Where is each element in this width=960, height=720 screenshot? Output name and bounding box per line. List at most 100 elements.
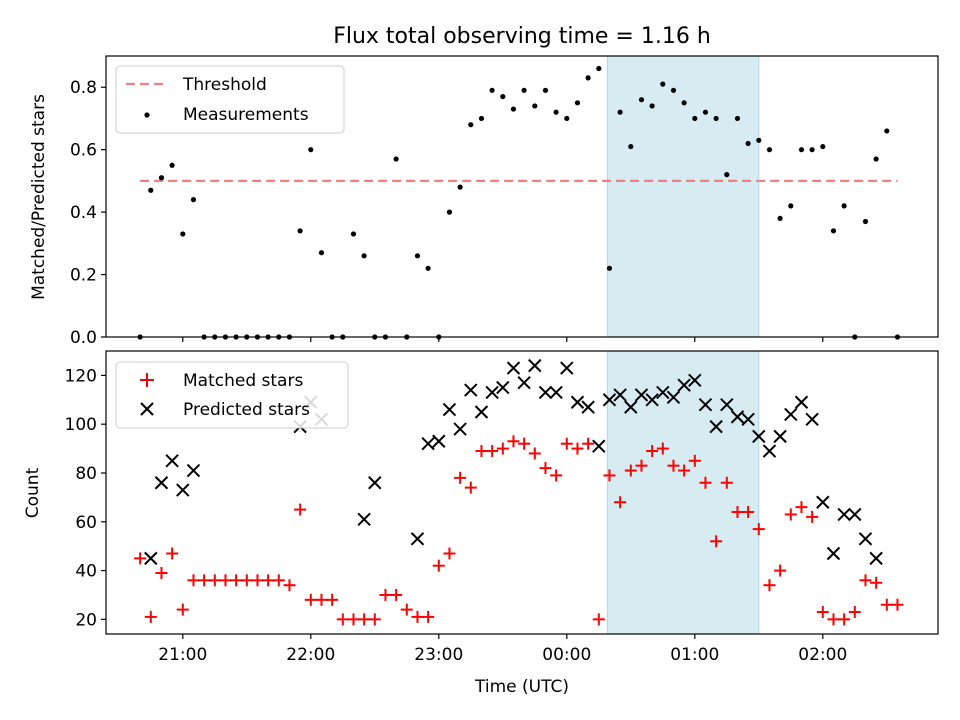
matched-star-point <box>539 462 552 475</box>
measurement-point <box>297 228 303 234</box>
measurement-point <box>820 143 826 150</box>
matched-star-point <box>422 610 435 623</box>
bottom-ytick-label: 40 <box>75 562 97 582</box>
measurement-point <box>414 253 421 259</box>
matched-star-point <box>358 613 371 626</box>
legend-predicted-swatch <box>140 402 154 416</box>
matched-star-point <box>155 567 168 580</box>
xtick-label: 21:00 <box>158 645 207 665</box>
measurement-point <box>510 106 517 112</box>
matched-star-point <box>667 459 680 472</box>
measurement-point <box>574 100 581 106</box>
measurement-point <box>798 147 805 153</box>
top-panel: Flux total observing time = 1.16 h 0.00.… <box>29 24 939 348</box>
measurement-point <box>457 184 463 190</box>
measurement-point <box>692 115 698 122</box>
measurement-point <box>788 203 794 209</box>
predicted-star-point <box>752 429 766 444</box>
matched-star-point <box>560 437 573 450</box>
bottom-ytick-label: 20 <box>75 610 97 630</box>
predicted-star-point <box>154 476 169 490</box>
measurement-point <box>148 187 154 193</box>
predicted-star-point <box>410 532 425 546</box>
matched-star-point <box>390 588 403 601</box>
predicted-star-point <box>816 495 830 509</box>
predicted-star-point <box>634 388 649 402</box>
matched-star-point <box>198 574 211 587</box>
matched-star-point <box>816 606 829 619</box>
xtick-label: 22:00 <box>286 645 335 665</box>
matched-star-point <box>518 437 531 450</box>
predicted-star-point <box>496 380 510 395</box>
predicted-star-point <box>581 400 595 414</box>
matched-star-point <box>134 552 147 565</box>
bottom-ylabel: Count <box>23 467 43 518</box>
measurement-point <box>766 147 773 153</box>
predicted-star-point <box>858 532 873 546</box>
measurement-point <box>478 115 485 122</box>
matched-star-point <box>678 464 691 477</box>
matched-star-point <box>656 442 669 455</box>
predicted-star-point <box>773 429 787 444</box>
measurement-point <box>628 143 634 150</box>
top-legend-box <box>115 65 345 134</box>
matched-star-point <box>208 574 221 587</box>
matched-star-point <box>688 454 701 467</box>
legend-matched-swatch <box>140 373 154 387</box>
matched-star-point <box>240 574 253 587</box>
top-axes-frame <box>105 55 939 338</box>
predicted-star-point <box>485 385 499 400</box>
measurement-point <box>884 128 890 134</box>
measurement-point <box>542 87 549 93</box>
matched-star-point <box>454 471 467 484</box>
matched-star-point <box>368 613 381 626</box>
predicted-star-point <box>528 358 542 373</box>
bottom-legend: Matched stars Predicted stars <box>115 361 349 429</box>
matched-star-point <box>166 547 179 560</box>
measurement-point <box>745 140 751 147</box>
predicted-star-point <box>741 412 755 427</box>
bottom-panel: 20 40 60 80 100 120 21:00 22:00 23:00 00:00 01:00 0… <box>23 350 939 697</box>
xtick-label: 01:00 <box>670 645 719 665</box>
predicted-star-point <box>432 434 446 448</box>
measurement-point <box>606 265 613 271</box>
predicted-star-point <box>784 407 798 422</box>
measurement-point <box>564 115 570 122</box>
matched-star-point <box>571 442 584 455</box>
measurement-point <box>180 231 186 237</box>
measurement-point <box>660 81 666 87</box>
matched-star-point <box>400 603 413 616</box>
matched-star-point <box>294 503 307 516</box>
matched-star-point <box>592 613 605 626</box>
predicted-star-point <box>464 383 478 397</box>
xtick-label: 00:00 <box>542 645 591 665</box>
measurement-point <box>585 75 591 81</box>
measurement-point <box>756 137 762 143</box>
matched-star-point <box>784 508 797 521</box>
legend-threshold-label: Threshold <box>182 75 267 95</box>
matched-star-point <box>710 535 723 548</box>
predicted-star-point <box>688 373 702 387</box>
predicted-star-point <box>666 390 681 405</box>
measurement-point <box>446 209 453 215</box>
predicted-star-point <box>165 454 179 468</box>
matched-star-point <box>262 574 275 587</box>
matched-star-point <box>432 559 445 572</box>
bottom-legend-box <box>115 361 349 429</box>
measurement-point <box>318 250 325 256</box>
matched-star-point <box>795 501 808 514</box>
predicted-star-point <box>624 400 638 414</box>
measurement-point <box>809 147 815 153</box>
measurement-point <box>169 162 175 168</box>
measurement-point <box>702 109 709 115</box>
xtick-label: 23:00 <box>414 645 463 665</box>
top-ytick-label: 0.2 <box>70 266 97 286</box>
matched-star-point <box>806 510 819 523</box>
predicted-star-point <box>762 444 777 458</box>
predicted-star-point <box>645 393 659 407</box>
bottom-ytick-label: 120 <box>65 366 97 386</box>
predicted-star-point <box>570 395 585 409</box>
measurement-point <box>361 253 367 259</box>
matched-star-point <box>603 469 616 482</box>
predicted-star-point <box>602 393 617 407</box>
